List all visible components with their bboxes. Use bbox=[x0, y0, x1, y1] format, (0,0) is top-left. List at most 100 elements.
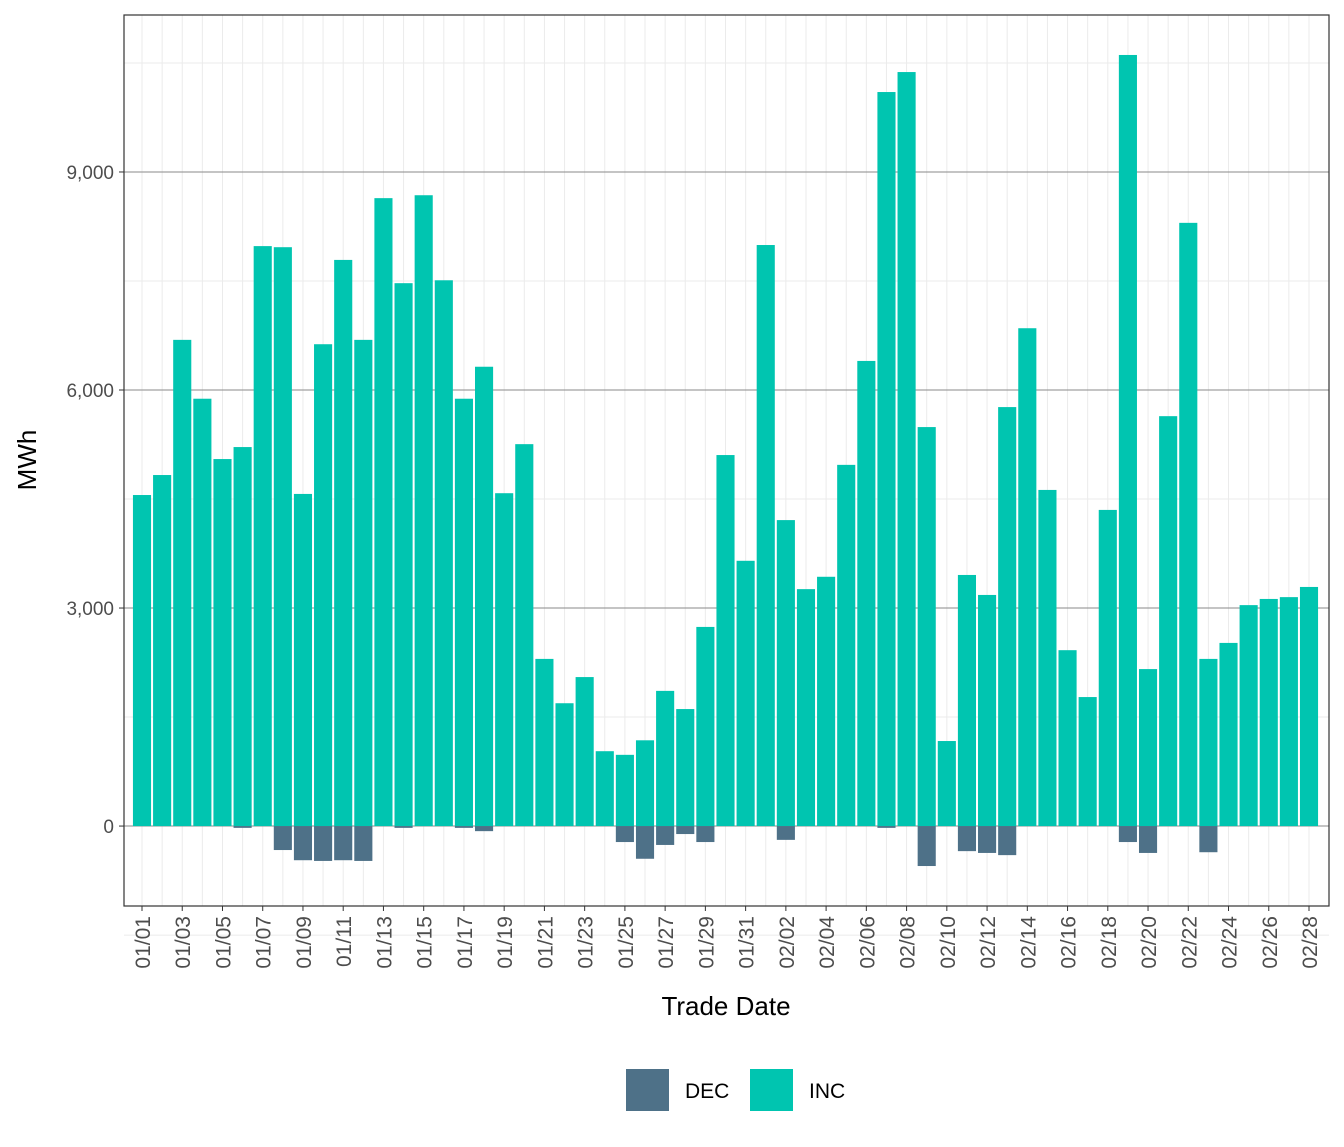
bar-inc-01/07 bbox=[253, 246, 272, 827]
bar-inc-02/11 bbox=[957, 574, 977, 827]
bar-dec-02/11 bbox=[957, 826, 977, 852]
bar-dec-02/13 bbox=[998, 826, 1017, 856]
y-tick-label: 9,000 bbox=[66, 163, 114, 184]
bar-inc-01/22 bbox=[555, 703, 574, 827]
bar-inc-02/08 bbox=[897, 72, 916, 827]
x-tick-label: 02/20 bbox=[1138, 916, 1161, 969]
bar-inc-01/31 bbox=[736, 560, 755, 827]
x-tick-label: 02/10 bbox=[937, 916, 960, 969]
legend-label-dec: DEC bbox=[685, 1080, 729, 1103]
x-tick-label: 01/03 bbox=[172, 916, 195, 969]
bar-inc-01/02 bbox=[153, 475, 172, 827]
bar-dec-01/17 bbox=[454, 826, 473, 828]
bar-inc-01/01 bbox=[132, 495, 152, 827]
bar-inc-02/20 bbox=[1138, 669, 1158, 827]
bar-inc-01/30 bbox=[716, 455, 735, 827]
bar-dec-02/09 bbox=[917, 826, 936, 867]
x-tick-label: 02/26 bbox=[1259, 916, 1282, 969]
bar-dec-01/08 bbox=[273, 826, 292, 851]
bar-inc-01/05 bbox=[213, 459, 232, 827]
bar-inc-02/12 bbox=[978, 594, 997, 827]
x-tick-label: 01/01 bbox=[132, 916, 155, 969]
y-tick-label: 3,000 bbox=[66, 599, 114, 620]
bar-inc-01/10 bbox=[314, 344, 333, 827]
x-tick-label: 02/24 bbox=[1219, 916, 1242, 969]
bar-inc-02/03 bbox=[796, 589, 816, 827]
x-tick-label: 02/16 bbox=[1058, 916, 1081, 969]
x-tick-label: 01/19 bbox=[494, 916, 517, 969]
legend-swatch-dec bbox=[626, 1069, 669, 1111]
y-tick-label: 6,000 bbox=[66, 381, 114, 402]
bar-dec-02/23 bbox=[1199, 826, 1218, 853]
bar-inc-02/19 bbox=[1118, 54, 1137, 827]
x-tick-label: 02/22 bbox=[1178, 916, 1201, 969]
x-tick-label: 02/04 bbox=[816, 916, 839, 969]
bar-dec-02/02 bbox=[776, 826, 795, 840]
bar-dec-01/12 bbox=[354, 826, 373, 861]
y-tick-label: 0 bbox=[103, 817, 114, 838]
x-tick-label: 02/28 bbox=[1299, 916, 1322, 969]
x-axis: 01/01 01/03 01/05 01/07 01/09 01/11 01/13 01/15… bbox=[132, 906, 1322, 969]
bar-inc-01/04 bbox=[193, 398, 212, 827]
bar-inc-01/03 bbox=[173, 339, 192, 827]
legend-label-inc: INC bbox=[809, 1080, 845, 1103]
x-tick-label: 01/21 bbox=[534, 916, 557, 969]
bar-inc-02/21 bbox=[1159, 416, 1178, 827]
bar-inc-02/14 bbox=[1018, 328, 1037, 827]
x-tick-label: 01/15 bbox=[414, 916, 437, 969]
bar-inc-02/22 bbox=[1179, 222, 1198, 827]
x-tick-label: 01/09 bbox=[293, 916, 316, 969]
bar-dec-01/27 bbox=[656, 826, 675, 845]
x-tick-label: 01/17 bbox=[454, 916, 477, 969]
bar-inc-02/24 bbox=[1219, 642, 1238, 827]
bar-inc-01/17 bbox=[454, 398, 473, 827]
bar-inc-01/23 bbox=[575, 677, 594, 827]
y-axis-label: MWh bbox=[12, 430, 42, 491]
bar-inc-02/07 bbox=[877, 92, 896, 827]
bar-inc-02/02 bbox=[776, 520, 795, 827]
bar-inc-02/04 bbox=[817, 576, 836, 827]
bar-dec-01/25 bbox=[615, 826, 634, 843]
bar-inc-01/28 bbox=[676, 709, 695, 827]
bar-dec-02/12 bbox=[978, 826, 997, 853]
bar-dec-01/10 bbox=[314, 826, 333, 861]
bar-inc-02/13 bbox=[998, 407, 1017, 827]
x-tick-label: 01/23 bbox=[575, 916, 598, 969]
bar-inc-01/15 bbox=[414, 195, 433, 827]
bar-inc-02/15 bbox=[1038, 489, 1057, 827]
bar-inc-01/25 bbox=[615, 754, 634, 827]
bar-inc-01/09 bbox=[293, 493, 313, 827]
bar-inc-01/06 bbox=[233, 447, 252, 827]
bar-dec-02/20 bbox=[1138, 826, 1158, 853]
bar-dec-01/26 bbox=[635, 826, 655, 859]
x-tick-label: 01/13 bbox=[373, 916, 396, 969]
x-tick-label: 01/31 bbox=[736, 916, 759, 969]
bar-inc-01/08 bbox=[273, 247, 292, 827]
bar-inc-01/18 bbox=[474, 366, 494, 827]
x-tick-label: 01/29 bbox=[695, 916, 718, 969]
bar-inc-01/26 bbox=[635, 740, 655, 827]
bar-inc-02/27 bbox=[1279, 597, 1298, 827]
bar-inc-01/13 bbox=[374, 198, 393, 827]
x-tick-label: 01/05 bbox=[212, 916, 235, 969]
bar-inc-02/28 bbox=[1299, 586, 1319, 827]
bar-inc-01/12 bbox=[354, 339, 373, 827]
legend-swatch-inc bbox=[750, 1069, 793, 1111]
bar-inc-01/29 bbox=[696, 626, 715, 827]
bar-dec-01/11 bbox=[334, 826, 353, 861]
bar-inc-01/19 bbox=[495, 493, 514, 827]
x-axis-label: Trade Date bbox=[661, 991, 790, 1021]
bar-inc-02/09 bbox=[917, 427, 936, 827]
x-tick-label: 01/27 bbox=[655, 916, 678, 969]
y-axis: 0 3,000 6,000 9,000 bbox=[66, 163, 124, 838]
bar-inc-01/16 bbox=[434, 280, 453, 827]
x-tick-label: 02/12 bbox=[977, 916, 1000, 969]
bar-dec-01/06 bbox=[233, 826, 252, 828]
legend: DEC INC bbox=[626, 1069, 845, 1111]
bar-inc-02/01 bbox=[756, 245, 775, 827]
bar-inc-02/23 bbox=[1199, 658, 1218, 827]
x-tick-label: 01/11 bbox=[333, 916, 356, 967]
x-tick-label: 01/07 bbox=[253, 916, 276, 969]
x-tick-label: 02/14 bbox=[1017, 916, 1040, 969]
